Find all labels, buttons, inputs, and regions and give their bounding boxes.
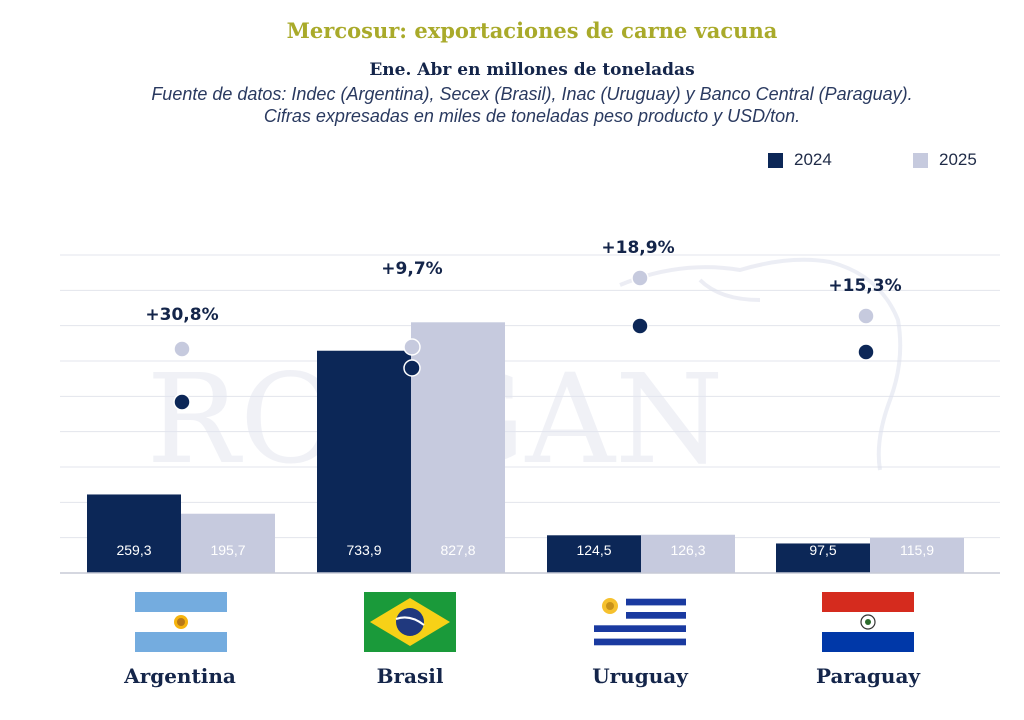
price-marker-2025 [631, 269, 649, 287]
data-source-note: Fuente de datos: Indec (Argentina), Sece… [151, 84, 913, 126]
country-label-paraguay: Paraguay [815, 664, 921, 688]
country-label-uruguay: Uruguay [592, 664, 688, 688]
legend-swatch-2025 [913, 152, 928, 168]
legend-swatch-2024 [768, 152, 783, 168]
price-change-label: +9,7% [381, 259, 442, 279]
bar-brasil-2025 [411, 322, 505, 573]
legend-item-2024: 2024 [768, 150, 832, 170]
country-label-argentina: Argentina [124, 664, 236, 688]
bar-paraguay-2024 [776, 543, 870, 573]
price-marker-2024 [403, 359, 421, 377]
bar-value-label: 195,7 [210, 542, 245, 558]
bar-value-label: 827,8 [440, 542, 475, 558]
legend-label-2024: 2024 [794, 150, 832, 169]
bar-brasil-2024 [317, 350, 411, 573]
bar-value-label: 97,5 [809, 542, 836, 558]
uruguay-flag-icon [594, 592, 686, 652]
bar-paraguay-2025 [870, 537, 964, 573]
bar-uruguay-2025 [641, 534, 735, 573]
legend-label-2025: 2025 [939, 150, 977, 169]
bar-value-label: 733,9 [346, 542, 381, 558]
price-marker-2024 [173, 393, 191, 411]
bar-value-label: 124,5 [576, 542, 611, 558]
watermark-bull-outline [619, 257, 903, 471]
bar-argentina-2025 [181, 513, 275, 573]
bar-argentina-2024 [87, 494, 181, 573]
bar-value-label: 259,3 [116, 542, 151, 558]
price-marker-2025 [173, 340, 191, 358]
legend-item-2025: 2025 [913, 150, 977, 170]
paraguay-flag-icon [822, 592, 914, 652]
bar-value-label: 126,3 [670, 542, 705, 558]
argentina-flag-icon [135, 592, 227, 652]
price-marker-2024 [631, 317, 649, 335]
price-marker-2024 [857, 343, 875, 361]
chart-title: Mercosur: exportaciones de carne vacuna [286, 18, 778, 43]
country-label-brasil: Brasil [376, 664, 444, 688]
chart-subtitle: Ene. Abr en millones de toneladas [369, 60, 695, 80]
bars-layer: 259,3 195,7 733,9 827,8 124,5 126,3 97,5 115,9 +… [87, 238, 964, 573]
bar-value-label: 115,9 [900, 542, 934, 558]
price-change-label: +18,9% [601, 238, 674, 258]
brasil-flag-icon [364, 592, 456, 652]
price-marker-2025 [857, 307, 875, 325]
price-marker-2025 [403, 338, 421, 356]
bar-uruguay-2024 [547, 535, 641, 573]
price-change-label: +30,8% [145, 305, 218, 325]
watermark: ROSGAN [146, 257, 903, 492]
price-change-label: +15,3% [828, 276, 901, 296]
